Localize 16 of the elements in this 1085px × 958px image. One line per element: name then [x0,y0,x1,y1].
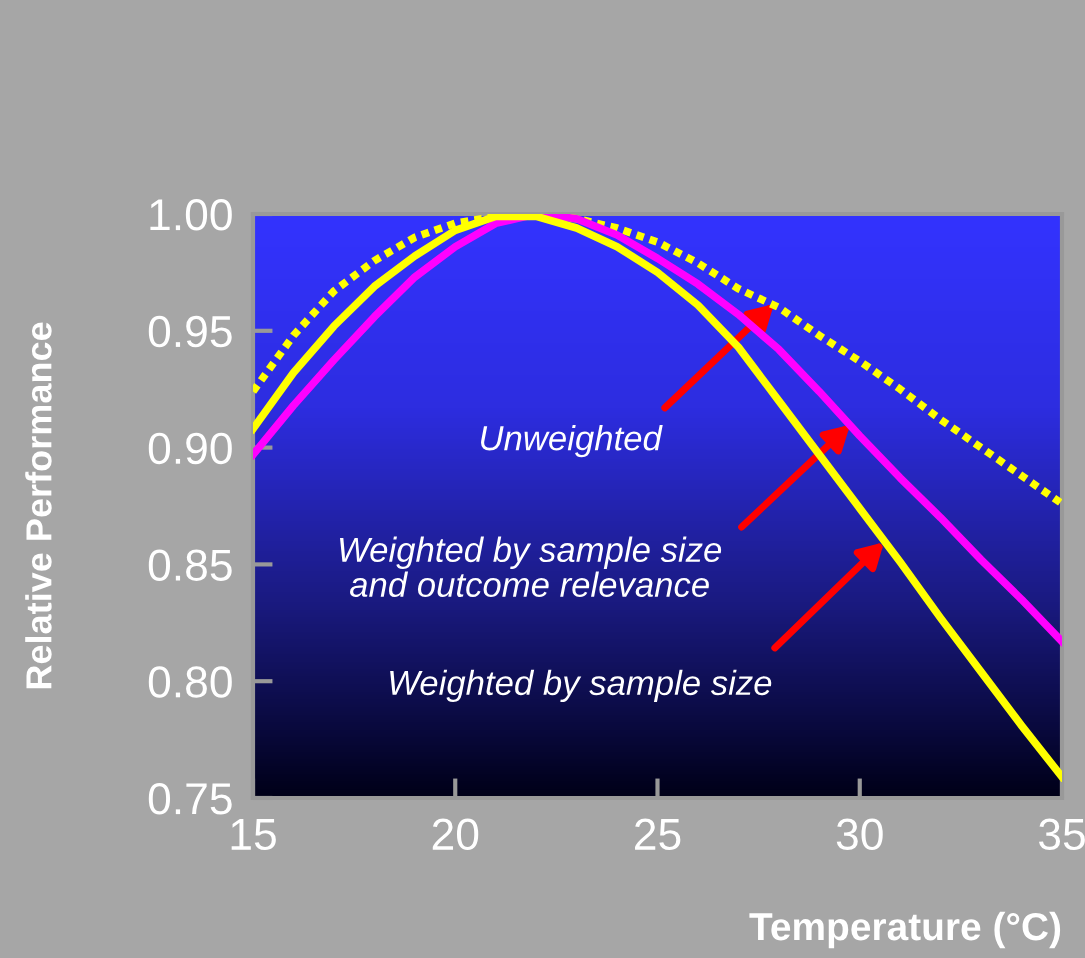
x-tick-label: 20 [432,818,479,851]
x-axis-title: Temperature (°C) [749,911,1061,949]
y-tick-label: 0.75 [148,783,232,815]
x-tick-label: 30 [836,818,883,851]
y-tick-label: 0.95 [148,315,232,348]
y-tick-label: 0.90 [148,432,232,465]
annotation: Unweighted [481,424,663,458]
y-axis-title: Relative Performance [25,322,52,689]
y-tick-label: 0.85 [148,549,232,581]
y-tick-label: 1.00 [150,199,232,231]
x-tick-label: 35 [1038,818,1085,851]
annotation: Weighted by sample size [390,669,772,703]
x-tick-label: 25 [635,818,681,851]
x-tick-label: 15 [231,819,276,851]
annotation: Weighted by sample size and outcome relevance [340,536,722,598]
y-tick-label: 0.80 [148,666,232,698]
